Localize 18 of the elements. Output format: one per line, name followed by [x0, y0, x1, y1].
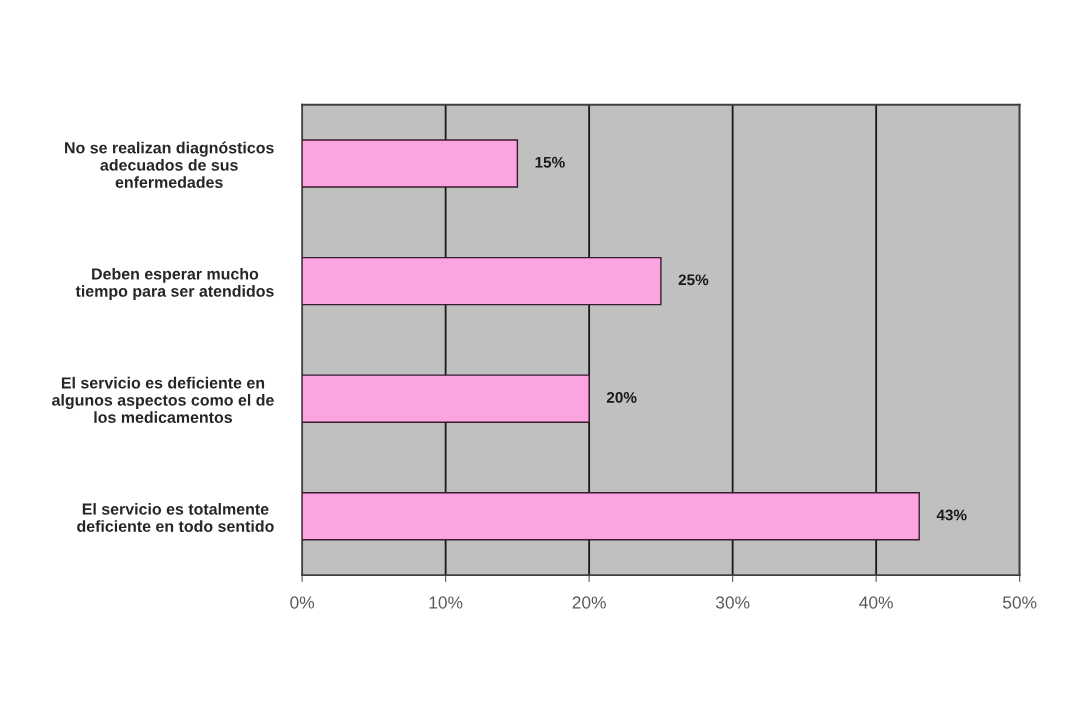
- data-label: 20%: [606, 391, 637, 403]
- x-tick-label: 10%: [429, 596, 463, 609]
- x-tick-label: 20%: [572, 596, 606, 609]
- bar: [302, 374, 590, 423]
- data-label: 25%: [678, 274, 709, 286]
- y-tick-label: No se realizan diagnósticos adecuados de sus enfermedades: [65, 141, 274, 188]
- y-tick-label: El servicio es totalmente deficiente en todo sentido: [77, 503, 274, 532]
- bar: [302, 492, 920, 541]
- data-label: 15%: [535, 156, 565, 168]
- x-tick-label: 0%: [290, 596, 315, 609]
- y-tick-label: El servicio es deficiente en algunos aspectos como el de los medicamentos: [52, 376, 274, 424]
- bar: [302, 139, 519, 188]
- data-label: 43%: [936, 509, 967, 521]
- x-tick-label: 40%: [859, 596, 893, 609]
- x-tick-label: 50%: [1002, 596, 1037, 609]
- y-tick-label: Deben esperar mucho tiempo para ser atendidos: [75, 267, 274, 300]
- bar: [302, 256, 662, 306]
- x-tick-label: 30%: [715, 596, 750, 609]
